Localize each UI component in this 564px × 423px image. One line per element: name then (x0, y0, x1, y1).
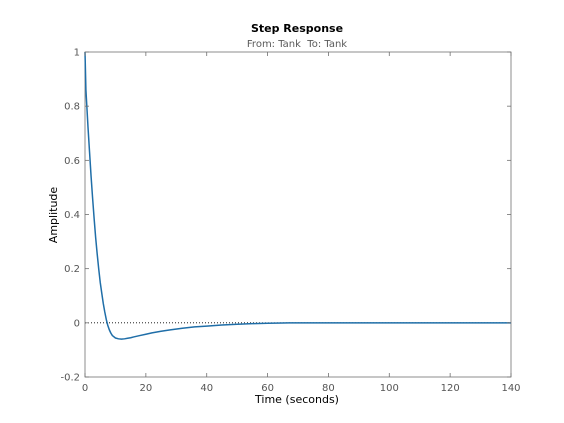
plot-area: 0 20 40 60 80 100 120 140 -0.200.20.40.60.81 (60, 48, 520, 395)
x-axis-ticks: 0 20 40 60 80 100 120 140 (82, 52, 521, 394)
step-response-line (84, 51, 511, 340)
plot-frame (84, 51, 512, 378)
x-tick-label: 140 (501, 383, 520, 394)
y-tick-label: 0 (74, 318, 80, 329)
x-tick-label: 0 (82, 383, 88, 394)
chart-subtitle: From: Tank To: Tank (247, 39, 347, 50)
y-tick-label: 0.6 (64, 156, 80, 167)
y-tick-label: 0.8 (64, 102, 80, 113)
x-tick-label: 80 (322, 383, 335, 394)
y-tick-label: 0.4 (64, 210, 80, 221)
x-tick-label: 60 (261, 383, 274, 394)
x-tick-label: 120 (441, 383, 460, 394)
x-tick-label: 40 (200, 383, 213, 394)
chart-title: Step Response (251, 22, 343, 35)
y-tick-label: 0.2 (64, 264, 80, 275)
x-tick-label: 20 (139, 383, 152, 394)
y-tick-label: -0.2 (60, 373, 80, 384)
y-axis-ticks: -0.2 0 0.2 0.4 0.6 0.8 1 (60, 48, 511, 384)
x-axis-label: Time (seconds) (254, 393, 339, 406)
x-tick-label: 100 (380, 383, 399, 394)
y-tick-label: 1 (74, 48, 80, 59)
y-axis-label: Amplitude (47, 187, 60, 244)
